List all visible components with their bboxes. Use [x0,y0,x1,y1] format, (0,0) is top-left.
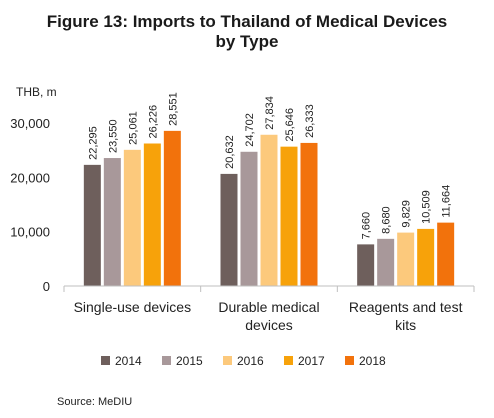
legend-swatch-2017 [284,356,293,365]
y-tick-label: 0 [43,279,50,294]
chart-title-line-2: by Type [216,32,279,51]
data-label: 24,702 [244,113,256,147]
bar-2016 [260,134,278,286]
bar-2015 [377,238,395,286]
bar-2018 [437,222,455,286]
data-label: 25,061 [127,111,139,145]
y-axis-label: THB, m [16,85,57,99]
category-label: Single-use devices [74,299,192,315]
bar-2017 [143,143,161,286]
bar-2014 [220,173,238,286]
legend-label: 2017 [298,354,325,368]
category-label: devices [245,317,292,333]
data-labels: 22,295 23,550 25,061 26,226 28,551 20,632 24,7… [87,92,452,239]
category-label: Durable medical [218,299,319,315]
source-note: Source: MeDIU [57,396,132,408]
legend-swatch-2014 [101,356,110,365]
chart-title-line-1: Figure 13: Imports to Thailand of Medica… [47,12,448,31]
bar-2016 [397,232,415,286]
data-label: 23,550 [107,119,119,153]
category-label: Reagents and test [349,299,463,315]
bar-2017 [417,228,435,286]
data-label: 8,680 [381,206,393,234]
legend-label: 2016 [237,354,264,368]
y-tick-label: 30,000 [10,116,50,131]
bars [83,130,455,286]
data-label: 26,226 [147,105,159,139]
bar-2015 [240,151,258,286]
bar-2018 [163,130,181,286]
data-label: 7,660 [361,212,373,240]
data-label: 11,664 [441,185,453,218]
data-label: 25,646 [284,108,296,142]
legend-label: 2015 [176,354,203,368]
data-label: 20,632 [224,135,236,169]
data-label: 10,509 [421,190,433,224]
legend-label: 2014 [115,354,142,368]
y-tick-label: 20,000 [10,170,50,185]
legend: 2014 2015 2016 2017 2018 [101,354,386,368]
data-label: 26,333 [304,104,316,138]
bar-2015 [103,158,121,286]
data-label: 27,834 [264,96,276,130]
bar-2016 [123,149,141,286]
category-label: kits [395,317,416,333]
bar-2018 [300,142,318,286]
data-label: 9,829 [401,200,413,228]
data-label: 22,295 [87,126,99,160]
legend-swatch-2015 [162,356,171,365]
y-axis-ticks: 0 10,000 20,000 30,000 [10,116,50,294]
legend-swatch-2016 [223,356,232,365]
y-tick-label: 10,000 [10,225,50,240]
bar-2014 [83,164,101,286]
bar-2017 [280,146,298,286]
legend-swatch-2018 [345,356,354,365]
bar-2014 [357,244,375,286]
data-label: 28,551 [167,92,179,126]
legend-label: 2018 [359,354,386,368]
category-labels: Single-use devices Durable medical devices… [63,286,475,333]
